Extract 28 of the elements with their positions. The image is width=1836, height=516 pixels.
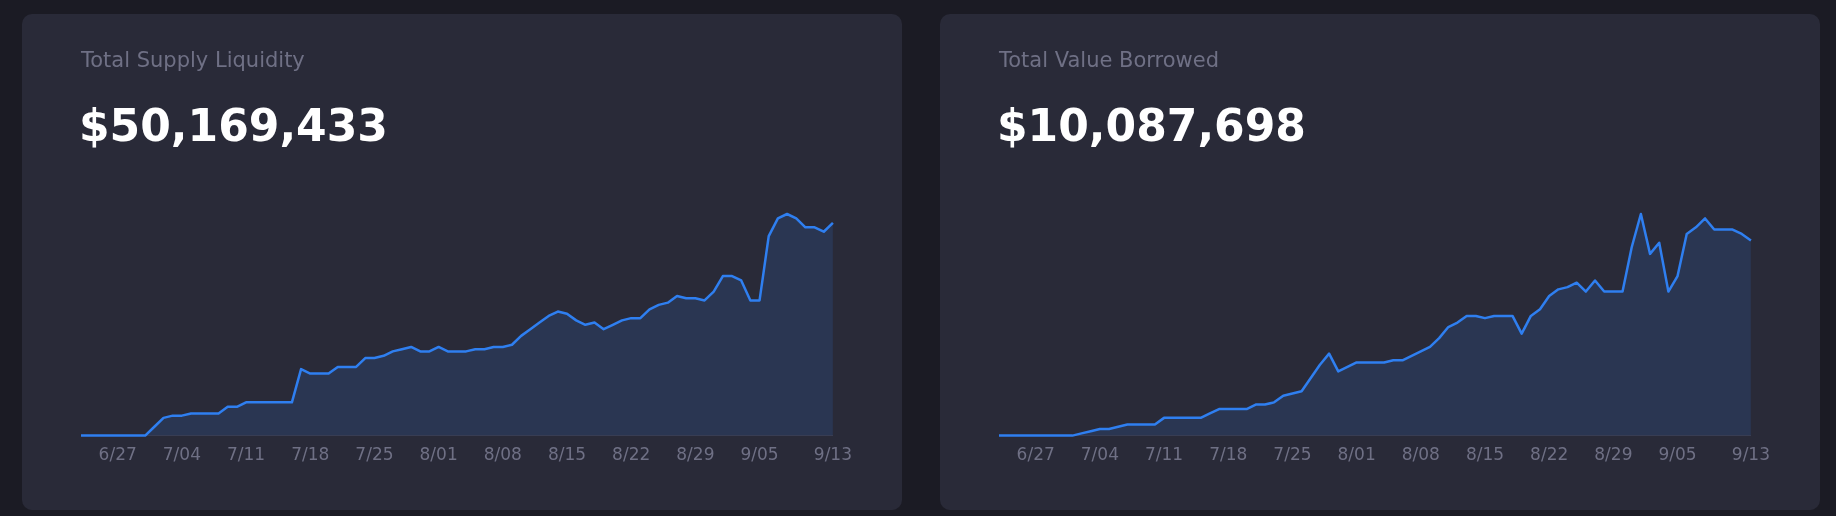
- x-tick-label: 7/25: [355, 444, 394, 465]
- x-tick-label: 7/25: [1273, 444, 1312, 465]
- x-tick-label: 9/13: [813, 444, 853, 465]
- x-tick-label: 8/22: [1530, 444, 1569, 465]
- x-tick-label: 8/08: [1401, 444, 1440, 465]
- x-tick-label: 6/27: [1016, 444, 1055, 465]
- x-tick-label: 6/27: [98, 444, 137, 465]
- x-tick-label: 8/01: [1337, 444, 1376, 465]
- x-tick-label: 8/15: [547, 444, 587, 465]
- x-tick-label: 7/11: [226, 444, 266, 465]
- x-tick-label: 7/18: [291, 444, 330, 465]
- x-tick-label: 7/11: [1144, 444, 1184, 465]
- x-tick-label: 8/01: [419, 444, 458, 465]
- x-tick-label: 7/04: [162, 444, 201, 465]
- x-tick-label: 8/15: [1465, 444, 1505, 465]
- x-tick-label: 8/08: [483, 444, 522, 465]
- x-tick-label: 7/04: [1080, 444, 1119, 465]
- x-tick-label: 8/22: [612, 444, 651, 465]
- chart-subtitle: $10,087,698: [997, 100, 1306, 151]
- chart-subtitle: $50,169,433: [79, 100, 388, 151]
- chart-title: Total Supply Liquidity: [81, 48, 305, 72]
- x-tick-label: 8/29: [676, 444, 715, 465]
- x-tick-label: 8/29: [1594, 444, 1633, 465]
- x-tick-label: 9/05: [740, 444, 779, 465]
- chart-title: Total Value Borrowed: [999, 48, 1220, 72]
- x-tick-label: 9/05: [1658, 444, 1697, 465]
- x-tick-label: 9/13: [1731, 444, 1771, 465]
- x-tick-label: 7/18: [1209, 444, 1248, 465]
